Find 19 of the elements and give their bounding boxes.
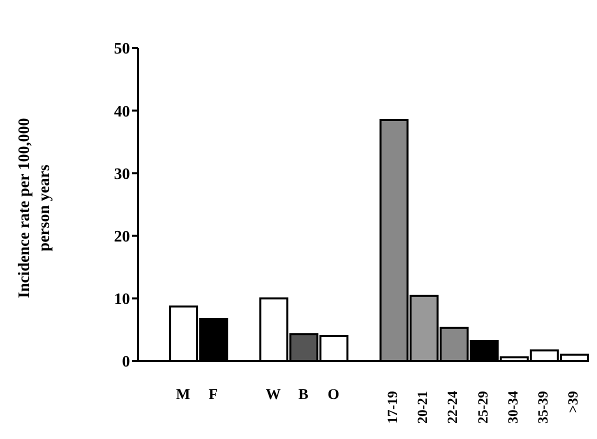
x-tick-label: F: [208, 387, 218, 403]
x-tick-label: O: [328, 387, 340, 403]
x-tick-label: W: [266, 387, 281, 403]
y-tick-label: 10: [114, 291, 130, 308]
x-tick-label: 30-34: [506, 391, 522, 424]
x-tick-label: B: [298, 387, 308, 403]
y-tick-label: 30: [114, 166, 130, 183]
x-tick-label: 35-39: [536, 391, 552, 424]
y-axis-title: Incidence rate per 100,000 person years: [15, 116, 54, 300]
x-tick-label: >39: [566, 391, 582, 413]
x-tick-label: 25-29: [476, 391, 492, 424]
x-tick-label: 22-24: [446, 391, 462, 424]
y-tick-label: 50: [114, 40, 130, 58]
y-tick-label: 40: [114, 103, 130, 120]
y-tick-label: 20: [114, 228, 130, 246]
x-tick-label: M: [176, 387, 190, 403]
x-tick-label: 20-21: [416, 391, 432, 424]
x-tick-label: 17-19: [386, 391, 402, 424]
y-tick-label: 0: [122, 354, 130, 371]
